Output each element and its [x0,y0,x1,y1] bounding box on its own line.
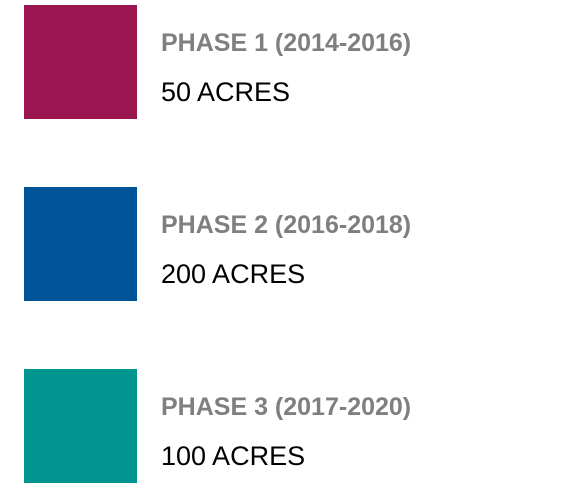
legend-item: PHASE 3 (2017-2020) 100 ACRES [24,369,565,483]
phase-acres: 50 ACRES [161,77,291,107]
color-swatch [24,187,137,301]
phase-title: PHASE 3 (2017-2020) [161,393,412,421]
color-swatch [24,5,137,119]
legend-item: PHASE 1 (2014-2016) 50 ACRES [24,5,565,119]
phase-acres: 100 ACRES [161,441,306,471]
phase-title: PHASE 1 (2014-2016) [161,29,412,57]
color-swatch [24,369,137,483]
legend-item: PHASE 2 (2016-2018) 200 ACRES [24,187,565,301]
phase-title: PHASE 2 (2016-2018) [161,211,412,239]
phase-acres: 200 ACRES [161,259,306,289]
